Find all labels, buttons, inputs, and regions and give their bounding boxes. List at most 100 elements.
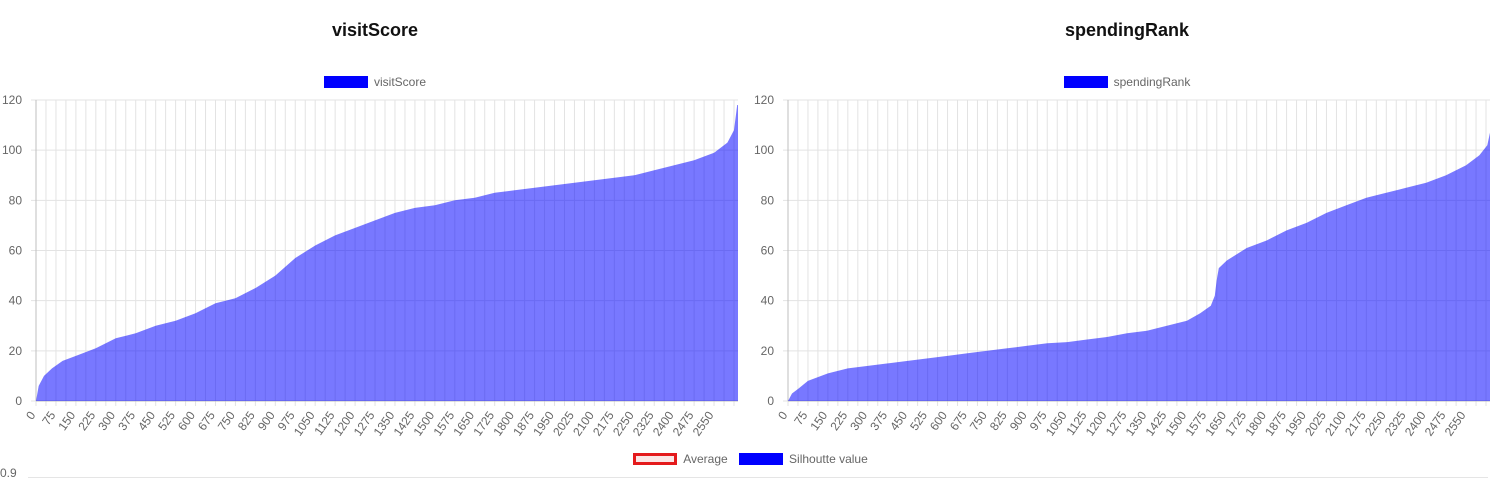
x-tick-label: 2100 xyxy=(1322,408,1349,438)
y-tick-label: 20 xyxy=(761,344,775,358)
x-tick-label: 2325 xyxy=(1382,408,1409,438)
x-tick-label: 1350 xyxy=(1123,408,1150,438)
x-tick-label: 750 xyxy=(967,408,990,433)
x-tick-label: 900 xyxy=(1007,408,1030,433)
x-tick-label: 1425 xyxy=(1143,408,1170,438)
average-swatch xyxy=(633,452,678,465)
x-tick-label: 150 xyxy=(55,408,78,433)
x-tick-label: 525 xyxy=(907,408,930,433)
x-tick-label: 300 xyxy=(95,408,118,433)
x-tick-label: 1725 xyxy=(1222,408,1249,438)
x-tick-label: 900 xyxy=(255,408,278,433)
x-tick-label: 1200 xyxy=(1083,408,1110,438)
silhouette-label: Silhoutte value xyxy=(789,451,868,466)
x-tick-label: 2175 xyxy=(590,408,617,438)
series-area xyxy=(788,132,1490,401)
legend-swatch xyxy=(323,75,368,88)
x-tick-label: 375 xyxy=(867,408,890,433)
x-tick-label: 1800 xyxy=(1242,408,1269,438)
x-tick-label: 2100 xyxy=(570,408,597,438)
x-tick-label: 1950 xyxy=(530,408,557,438)
y-tick-label: 60 xyxy=(9,244,23,258)
x-tick-label: 0 xyxy=(23,408,38,422)
x-tick-label: 225 xyxy=(75,408,98,433)
spendingrank-chart-panel: spendingRank spendingRank 0 20 40 60 80 100 12… xyxy=(752,0,1501,445)
silhouette-legend: Average Silhoutte value xyxy=(0,451,1501,466)
average-label: Average xyxy=(683,451,728,466)
x-tick-label: 1650 xyxy=(1202,408,1229,438)
x-tick-label: 2175 xyxy=(1342,408,1369,438)
x-tick-label: 1875 xyxy=(510,408,537,438)
x-tick-label: 600 xyxy=(927,408,950,433)
next-chart-y-tick: 0.9 xyxy=(0,466,17,480)
x-tick-label: 300 xyxy=(847,408,870,433)
y-tick-label: 80 xyxy=(761,193,775,207)
chart-legend[interactable]: spendingRank xyxy=(752,74,1501,89)
y-tick-label: 0 xyxy=(15,394,22,408)
x-tick-label: 600 xyxy=(175,408,198,433)
x-tick-label: 225 xyxy=(827,408,850,433)
x-tick-label: 1950 xyxy=(1282,408,1309,438)
x-tick-label: 1050 xyxy=(291,408,318,438)
legend-label: spendingRank xyxy=(1113,74,1191,89)
x-tick-label: 1650 xyxy=(450,408,477,438)
x-tick-label: 1575 xyxy=(1182,408,1209,438)
y-tick-label: 120 xyxy=(2,93,22,107)
x-tick-label: 450 xyxy=(887,408,910,433)
x-tick-label: 750 xyxy=(215,408,238,433)
chart-title: spendingRank xyxy=(1064,20,1189,40)
x-tick-label: 1575 xyxy=(430,408,457,438)
y-tick-label: 40 xyxy=(9,294,23,308)
chart-legend[interactable]: visitScore xyxy=(0,74,750,89)
series-area xyxy=(36,105,738,401)
x-tick-label: 2025 xyxy=(1302,408,1329,438)
y-tick-label: 100 xyxy=(2,143,22,157)
legend-swatch xyxy=(1063,75,1108,88)
y-tick-label: 20 xyxy=(9,344,23,358)
x-tick-label: 2325 xyxy=(630,408,657,438)
x-tick-label: 450 xyxy=(135,408,158,433)
x-tick-label: 525 xyxy=(155,408,178,433)
x-tick-label: 1200 xyxy=(331,408,358,438)
x-tick-label: 2025 xyxy=(550,408,577,438)
x-tick-label: 2475 xyxy=(670,408,697,438)
x-tick-label: 2250 xyxy=(610,408,637,438)
x-tick-label: 1050 xyxy=(1043,408,1070,438)
silhouette-swatch xyxy=(739,452,784,465)
visitscore-chart-panel: visitScore visitScore 0 20 40 60 80 100 120 0 75… xyxy=(0,0,750,445)
x-tick-label: 675 xyxy=(947,408,970,433)
legend-item-average[interactable]: Average xyxy=(633,451,728,466)
y-tick-label: 40 xyxy=(761,294,775,308)
x-tick-label: 825 xyxy=(987,408,1010,433)
x-tick-label: 825 xyxy=(235,408,258,433)
x-tick-label: 2400 xyxy=(650,408,677,438)
x-tick-label: 1275 xyxy=(1103,408,1130,438)
next-chart-gridline xyxy=(28,477,1488,478)
chart-title: visitScore xyxy=(331,20,419,40)
x-tick-label: 1350 xyxy=(371,408,398,438)
y-tick-label: 80 xyxy=(9,193,23,207)
x-tick-label: 2400 xyxy=(1402,408,1429,438)
x-tick-label: 375 xyxy=(115,408,138,433)
x-tick-label: 1275 xyxy=(351,408,378,438)
x-tick-label: 1500 xyxy=(1163,408,1190,438)
legend-label: visitScore xyxy=(373,74,426,89)
y-tick-label: 120 xyxy=(754,93,774,107)
x-tick-label: 1875 xyxy=(1262,408,1289,438)
x-tick-label: 150 xyxy=(807,408,830,433)
y-tick-label: 0 xyxy=(767,394,774,408)
legend-item-silhouette[interactable]: Silhoutte value xyxy=(739,451,868,466)
y-tick-label: 100 xyxy=(754,143,774,157)
x-tick-label: 675 xyxy=(195,408,218,433)
x-tick-label: 2550 xyxy=(690,408,717,438)
x-tick-label: 1800 xyxy=(490,408,517,438)
x-tick-label: 2475 xyxy=(1422,408,1449,438)
x-tick-label: 2550 xyxy=(1442,408,1469,438)
x-tick-label: 0 xyxy=(775,408,790,422)
x-tick-label: 1425 xyxy=(391,408,418,438)
y-tick-label: 60 xyxy=(761,244,775,258)
x-tick-label: 2250 xyxy=(1362,408,1389,438)
x-tick-label: 1500 xyxy=(411,408,438,438)
